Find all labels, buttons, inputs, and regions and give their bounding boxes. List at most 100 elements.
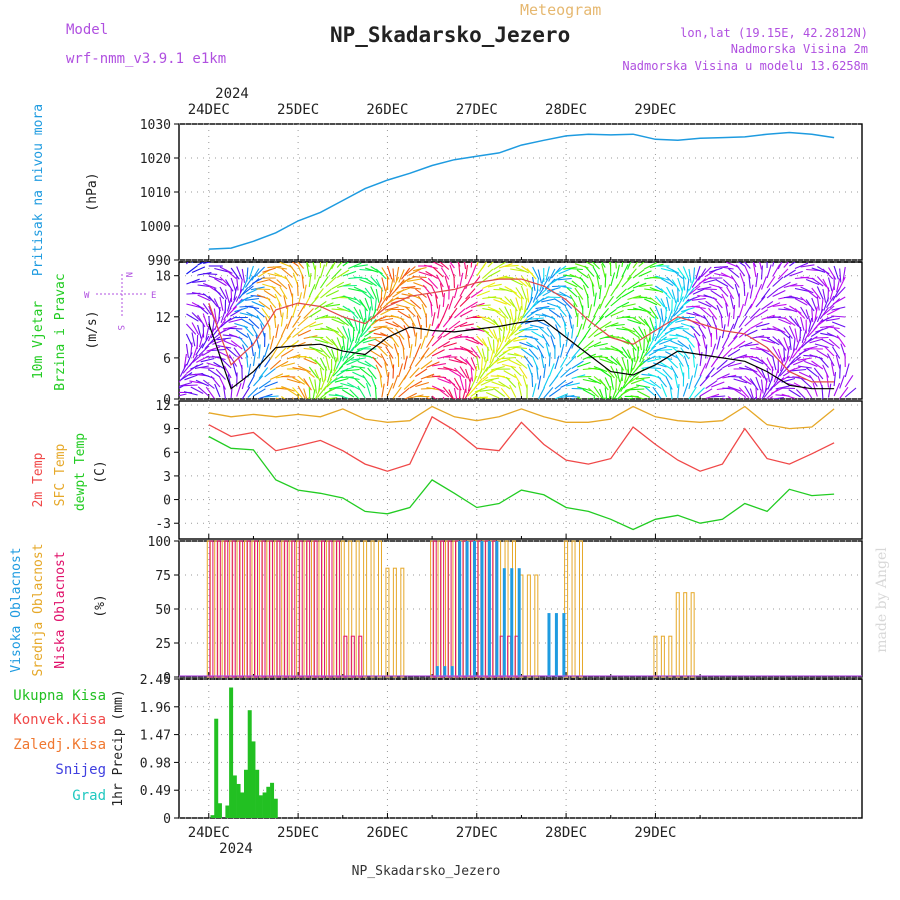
wind-arrow	[739, 366, 753, 372]
wind-arrow	[406, 286, 422, 290]
wind-arrow	[258, 300, 271, 310]
wind-arrow	[557, 285, 572, 290]
wind-arrow	[811, 277, 824, 287]
wind-arrow	[821, 384, 824, 399]
wind-arrow	[559, 333, 562, 348]
wind-arrow	[828, 338, 841, 349]
wind-arrow	[532, 276, 536, 291]
t2m-line	[208, 415, 835, 472]
wind-arrow	[291, 262, 299, 267]
wind-arrow	[560, 367, 572, 378]
wind-arrow	[627, 268, 637, 280]
wind-arrow	[223, 340, 237, 348]
wind-arrow	[682, 329, 695, 338]
wind-arrow	[599, 358, 614, 364]
wind-arrow	[695, 265, 701, 280]
wind-arrow	[630, 395, 645, 399]
wind-arrow	[412, 276, 427, 279]
wind-arrow	[826, 295, 835, 308]
wind-arrow	[610, 309, 624, 317]
wind-arrow	[325, 290, 339, 297]
wind-arrow	[423, 264, 438, 270]
wind-arrow	[822, 268, 834, 280]
wind-arrow	[448, 307, 458, 320]
mid-cloud-bar	[400, 567, 405, 678]
wind-arrow	[593, 342, 608, 348]
wind-arrow	[630, 378, 645, 385]
wind-arrow	[281, 362, 296, 368]
wind-arrow	[563, 322, 567, 337]
wind-arrow	[244, 275, 254, 288]
wind-arrow	[239, 278, 243, 293]
wind-arrow	[685, 287, 695, 299]
wind-arrow	[666, 296, 671, 311]
wind-arrow	[325, 262, 328, 267]
wind-arrow	[654, 295, 665, 308]
mid-cloud-bar	[578, 540, 583, 678]
wind-arrow	[710, 343, 717, 358]
bottom-day-label: 29DEC	[634, 825, 676, 841]
wind-arrow	[554, 393, 569, 399]
wind-arrow	[794, 287, 809, 292]
wind-arrow	[520, 348, 533, 358]
wind-arrow	[274, 272, 288, 280]
wind-arrow	[448, 379, 459, 391]
wind-arrow	[396, 287, 410, 294]
wind-arrow	[314, 359, 325, 371]
wind-arrow	[476, 368, 483, 382]
wind-arrow	[641, 347, 651, 360]
wind-arrow	[292, 366, 307, 372]
wind-arrow	[816, 296, 820, 311]
top-day-label: 28DEC	[545, 102, 587, 118]
wind-arrow	[777, 262, 783, 270]
wind-arrow	[687, 364, 690, 380]
wind-arrow	[688, 268, 692, 283]
wind-arrow	[593, 329, 607, 337]
wind-arrow	[604, 308, 617, 318]
wind-arrow	[186, 278, 200, 285]
wind-arrow	[375, 288, 380, 303]
wind-arrow	[599, 295, 606, 310]
wind-arrow	[621, 289, 635, 298]
wind-arrow	[818, 356, 829, 368]
wind-arrow	[510, 268, 525, 272]
wind-arrow	[336, 327, 347, 339]
precip-bar	[232, 775, 237, 818]
wind-arrow	[733, 304, 736, 320]
wind-arrow	[473, 378, 483, 390]
wind-arrow	[206, 346, 221, 352]
wind-arrow	[191, 280, 206, 284]
wind-arrow	[263, 289, 277, 299]
wind-arrow	[448, 389, 455, 399]
precip-bar	[258, 795, 263, 818]
mid-cloud-bar	[377, 540, 382, 678]
meteogram-label: Meteogram	[520, 1, 601, 19]
wind-arrow	[297, 395, 300, 399]
wind-arrow	[448, 369, 462, 378]
wind-arrow	[353, 306, 362, 320]
wind-arrow	[797, 365, 812, 369]
wind-arrow	[823, 345, 835, 357]
high-cloud-bar	[480, 541, 484, 677]
wind-arrow	[192, 353, 204, 364]
wind-arrow	[627, 281, 640, 290]
model-label: Model	[66, 22, 108, 38]
dewpt-line	[208, 435, 835, 531]
wind-arrow	[425, 270, 438, 279]
wind-arrow	[498, 307, 509, 320]
wind-arrow	[727, 396, 733, 399]
low-cloud-bar	[432, 540, 437, 678]
wind-arrow	[303, 321, 317, 329]
wind-arrow	[320, 327, 335, 332]
wind-arrow	[652, 386, 662, 399]
panel-frame	[178, 678, 863, 819]
wind-arrow	[483, 356, 489, 371]
wind-arrow	[334, 393, 349, 399]
wind-arrow	[364, 297, 371, 312]
wind-arrow	[616, 301, 630, 309]
wind-arrow	[335, 355, 344, 369]
wind-arrows	[179, 262, 857, 399]
wind-arrow	[200, 367, 215, 370]
wind-arrow	[439, 283, 444, 298]
lonlat: lon,lat (19.15E, 42.2812N)	[680, 26, 868, 40]
